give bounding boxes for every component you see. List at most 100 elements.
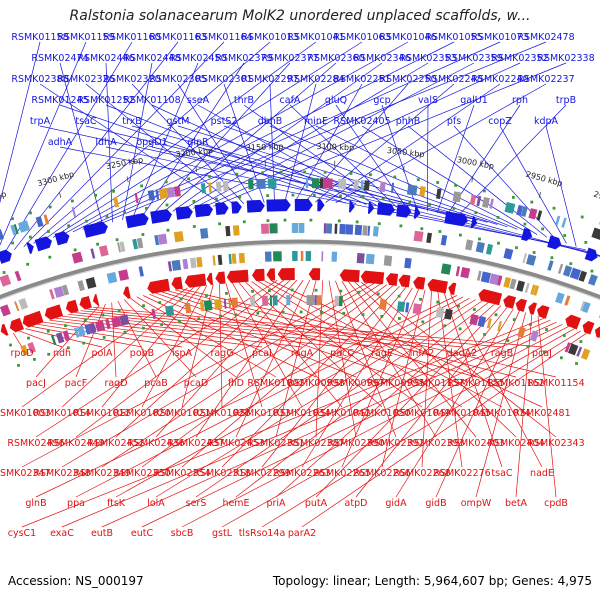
forward-connector-line [131,125,488,223]
feature-tile [485,243,493,255]
marker-dot [29,211,32,215]
feature-tile [14,270,22,282]
feature-tile [465,239,474,251]
marker-dot [268,289,271,292]
reverse-gene-label: RSMK01012 [73,408,130,419]
gene-arrow [194,203,213,218]
reverse-gene-label: RSMK01050 [353,408,410,419]
forward-gene-label: RSMK02377 [261,53,318,64]
reverse-gene-label: RSMK02452 [87,438,144,449]
feature-tile [228,253,232,265]
feature-tile [436,188,442,199]
forward-gene-label: valS [418,95,438,106]
feature-tile [503,248,514,260]
reverse-gene-label: RSMK00995 [367,378,424,389]
feature-tile [365,253,375,265]
reverse-gene-label: RSMK02381 [247,438,304,449]
gene-arrow [44,304,64,320]
feature-tile [581,301,591,313]
kbp-tick-mark [538,191,542,198]
gene-arrow [0,323,9,336]
reverse-gene-label: lolA [147,498,165,509]
marker-dot [85,219,88,223]
feature-tile [476,270,482,281]
marker-dot [320,310,323,314]
reverse-gene-label: RSMK02453 [207,438,264,449]
forward-connector-line [335,104,408,209]
feature-tile [35,216,44,228]
marker-dot [323,170,327,174]
reverse-gene-label: RSMK02343 [527,438,584,449]
accession-label: Accession: NS_000197 [8,574,144,588]
reverse-gene-label: RSMK02266 [353,468,410,479]
reverse-connector-line [43,321,223,348]
marker-dot [416,178,420,182]
forward-gene-label: ldhA [95,137,117,148]
gene-rings [0,170,600,367]
feature-tile [264,251,272,262]
marker-dot [515,246,518,250]
gene-arrow [515,298,527,312]
marker-dot [584,241,588,244]
reverse-gene-label: sbcB [171,528,194,539]
gene-arrow [339,269,360,283]
forward-connector-line [52,41,363,238]
feature-tile [497,320,502,332]
marker-dot [71,199,74,203]
feature-tile [353,179,359,190]
marker-dot [290,288,294,292]
reverse-gene-label: betA [505,498,528,509]
reverse-outer-marker-ring [17,310,578,367]
forward-gene-label: RSMK02338 [537,53,594,64]
feature-tile [536,210,543,221]
feature-tile [286,295,291,306]
marker-dot [215,197,218,201]
reverse-gene-label: fliD [228,378,244,389]
gene-arrow [215,202,229,215]
reverse-gene-label: gidA [385,498,407,509]
forward-gene-label: copZ [488,116,512,127]
feature-tile [482,197,490,208]
forward-gene-label: RSMK01245 [31,95,88,106]
forward-gene-label: trpA [30,116,51,127]
forward-gene-label: RSMK02297 [241,74,298,85]
marker-dot [145,207,148,210]
feature-tile [267,178,277,189]
marker-dot [552,206,556,210]
marker-dot [29,235,32,239]
feature-tile [354,224,363,236]
feature-tile [364,180,370,191]
gene-arrow [427,278,448,294]
marker-dot [393,175,397,179]
reverse-gene-label: RSMK02276 [433,468,490,479]
marker-dot [266,194,269,197]
gene-arrow [448,282,457,295]
feature-tile [579,300,586,311]
reverse-gene-label: pcaB [144,378,168,389]
feature-tile [225,225,231,237]
marker-dot [579,340,583,343]
feature-tile [564,295,571,306]
forward-gene-label: opgD1 [136,137,167,148]
marker-dot [376,292,380,296]
forward-connector-line [335,83,547,204]
feature-tile [134,192,139,204]
feature-tile [486,318,492,329]
forward-connector-line [105,146,596,254]
marker-dot [339,194,342,198]
marker-dot [140,184,143,188]
forward-connector-line [453,125,557,241]
feature-tile [147,190,155,201]
forward-connector-line [545,125,577,247]
forward-connector-line [289,104,398,208]
marker-dot [550,256,554,260]
reverse-connector-line [301,332,587,528]
forward-gene-label: RSMK02248 [425,74,482,85]
gene-arrow [26,242,34,254]
forward-gene-label: trxB [122,116,142,127]
feature-tile [74,327,80,338]
kbp-tick-mark [195,165,197,172]
reverse-gene-label: RSMK02393 [407,438,464,449]
marker-dot [369,173,372,177]
feature-tile [77,325,86,337]
